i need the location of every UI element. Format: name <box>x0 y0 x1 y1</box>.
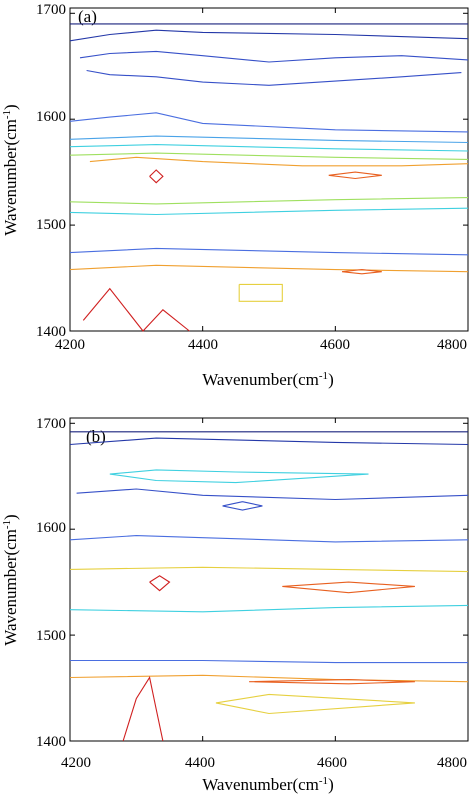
panel-a-ytick-1600: 1600 <box>36 109 66 125</box>
panel-a-ytick-1700: 1700 <box>36 2 66 18</box>
panel-a-xtick-4600: 4600 <box>320 337 350 353</box>
contour-line-5 <box>69 112 469 133</box>
panel-a-xtick-4400: 4400 <box>188 337 218 353</box>
contour-line-6 <box>69 535 469 543</box>
panel-b-xtick-4400: 4400 <box>185 755 215 771</box>
panel-b-xtick-4200: 4200 <box>61 755 91 771</box>
panel-a-contours <box>69 23 469 332</box>
contour-line-4 <box>86 69 462 86</box>
panel-b-ytick-1500: 1500 <box>36 628 66 644</box>
panel-a-xtick-4800: 4800 <box>437 337 467 353</box>
panel-a-ytick-1500: 1500 <box>36 217 66 233</box>
contour-line-8 <box>69 152 469 160</box>
contour-line-2 <box>69 29 469 42</box>
contour-line-13 <box>249 679 415 685</box>
contour-line-18 <box>82 287 190 332</box>
contour-line-2 <box>69 437 469 446</box>
contour-line-15 <box>69 264 469 273</box>
contour-line-12 <box>69 197 469 205</box>
panel-b-ytick-1600: 1600 <box>36 520 66 536</box>
panel-b-xtick-4800: 4800 <box>437 755 467 771</box>
contour-line-10 <box>69 604 469 613</box>
contour-line-3 <box>79 50 469 63</box>
panel-b-contours <box>69 431 469 742</box>
panel-b-xlabel: Wavenumber(cm-1) <box>202 775 333 794</box>
contour-line-6 <box>69 135 469 144</box>
contour-line-14 <box>69 247 469 256</box>
panel-a-label: (a) <box>78 7 97 26</box>
panel-b-plot-frame <box>69 417 469 742</box>
panel-a-ylabel: Wavenumber(cm-1) <box>1 104 20 235</box>
panel-b-ytick-1400: 1400 <box>36 734 66 750</box>
contour-line-9 <box>69 566 469 573</box>
panel-b-ylabel: Wavenumber(cm-1) <box>1 514 20 645</box>
contour-line-10 <box>149 169 164 184</box>
contour-line-4 <box>76 488 469 501</box>
panel-a-ticks <box>69 8 469 332</box>
contour-line-16 <box>341 269 382 275</box>
panel-a-ytick-1400: 1400 <box>36 324 66 340</box>
contour-line-11 <box>70 659 468 664</box>
panel-b-ticks <box>69 418 469 742</box>
contour-line-9 <box>89 156 469 167</box>
contour-line-12 <box>69 674 469 683</box>
panel-b: (b) 4200 4400 4600 4800 1700 1600 1500 1… <box>1 416 469 794</box>
contour-line-3 <box>109 469 369 484</box>
panel-a: (a) 4200 4400 4600 4800 1700 1600 1500 1… <box>1 2 469 389</box>
panel-a-xlabel: Wavenumber(cm-1) <box>202 370 333 389</box>
panel-a-plot-frame <box>69 7 469 332</box>
contour-line-11 <box>328 171 382 180</box>
panel-a-xtick-4200: 4200 <box>55 337 85 353</box>
contour-line-15 <box>122 676 164 742</box>
panel-b-ytick-1700: 1700 <box>36 416 66 432</box>
contour-line-5 <box>222 501 263 511</box>
contour-line-7 <box>149 575 171 592</box>
contour-line-13 <box>69 207 469 216</box>
contour-line-7 <box>69 144 469 152</box>
contour-line-14 <box>215 693 415 715</box>
panel-b-xtick-4600: 4600 <box>317 755 347 771</box>
contour-line-8 <box>282 581 415 594</box>
contour-line-17 <box>238 283 283 302</box>
